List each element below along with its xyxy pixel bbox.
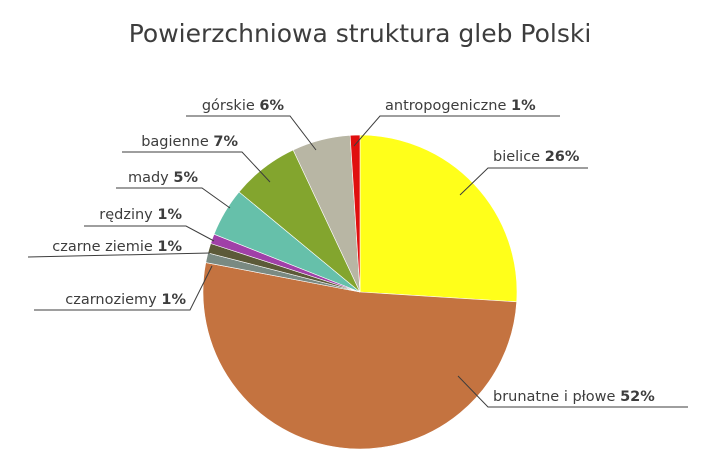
slice-label-name: górskie bbox=[202, 98, 260, 114]
slice-label-7: górskie 6% bbox=[202, 98, 285, 114]
pie-slice-1 bbox=[202, 262, 518, 450]
chart-title: Powierzchniowa struktura gleb Polski bbox=[129, 19, 592, 48]
slice-label-value: 5% bbox=[173, 170, 198, 186]
slice-label-name: bagienne bbox=[141, 134, 213, 150]
leader-line-6 bbox=[122, 151, 271, 183]
slice-label-name: czarne ziemie bbox=[52, 239, 157, 255]
slice-labels: bielice 26% brunatne i płowe 52% czarnozie… bbox=[52, 98, 655, 405]
slice-label-4: rędziny 1% bbox=[99, 207, 182, 223]
slice-label-name: rędziny bbox=[99, 207, 157, 223]
slice-label-0: bielice 26% bbox=[493, 149, 580, 165]
slice-label-6: bagienne 7% bbox=[141, 134, 238, 150]
leader-line-5 bbox=[116, 187, 231, 209]
slice-label-name: mady bbox=[128, 170, 173, 186]
slice-label-5: mady 5% bbox=[128, 170, 198, 186]
slice-label-2: czarnoziemy 1% bbox=[65, 292, 186, 308]
slice-label-name: czarnoziemy bbox=[65, 292, 161, 308]
slice-label-value: 1% bbox=[157, 239, 182, 255]
leader-line-8 bbox=[353, 115, 560, 147]
slice-label-value: 26% bbox=[545, 149, 580, 165]
slice-label-name: antropogeniczne bbox=[385, 98, 511, 114]
pie-slices bbox=[202, 134, 518, 450]
leader-line-7 bbox=[186, 115, 317, 151]
leader-line-3 bbox=[27, 252, 211, 258]
slice-label-name: brunatne i płowe bbox=[493, 389, 620, 405]
slice-label-value: 1% bbox=[511, 98, 536, 114]
slice-label-name: bielice bbox=[493, 149, 545, 165]
leader-line-0 bbox=[459, 167, 588, 196]
pie-slice-8 bbox=[349, 134, 361, 293]
pie-slice-0 bbox=[359, 134, 518, 303]
slice-label-3: czarne ziemie 1% bbox=[52, 239, 182, 255]
slice-label-value: 6% bbox=[259, 98, 284, 114]
leader-lines bbox=[27, 115, 688, 408]
leader-line-2 bbox=[34, 265, 213, 311]
slice-label-8: antropogeniczne 1% bbox=[385, 98, 536, 114]
slice-label-1: brunatne i płowe 52% bbox=[493, 389, 655, 405]
slice-label-value: 7% bbox=[213, 134, 238, 150]
slice-label-value: 52% bbox=[620, 389, 655, 405]
leader-line-4 bbox=[84, 225, 215, 242]
slice-label-value: 1% bbox=[161, 292, 186, 308]
leader-line-1 bbox=[457, 375, 688, 408]
slice-label-value: 1% bbox=[157, 207, 182, 223]
